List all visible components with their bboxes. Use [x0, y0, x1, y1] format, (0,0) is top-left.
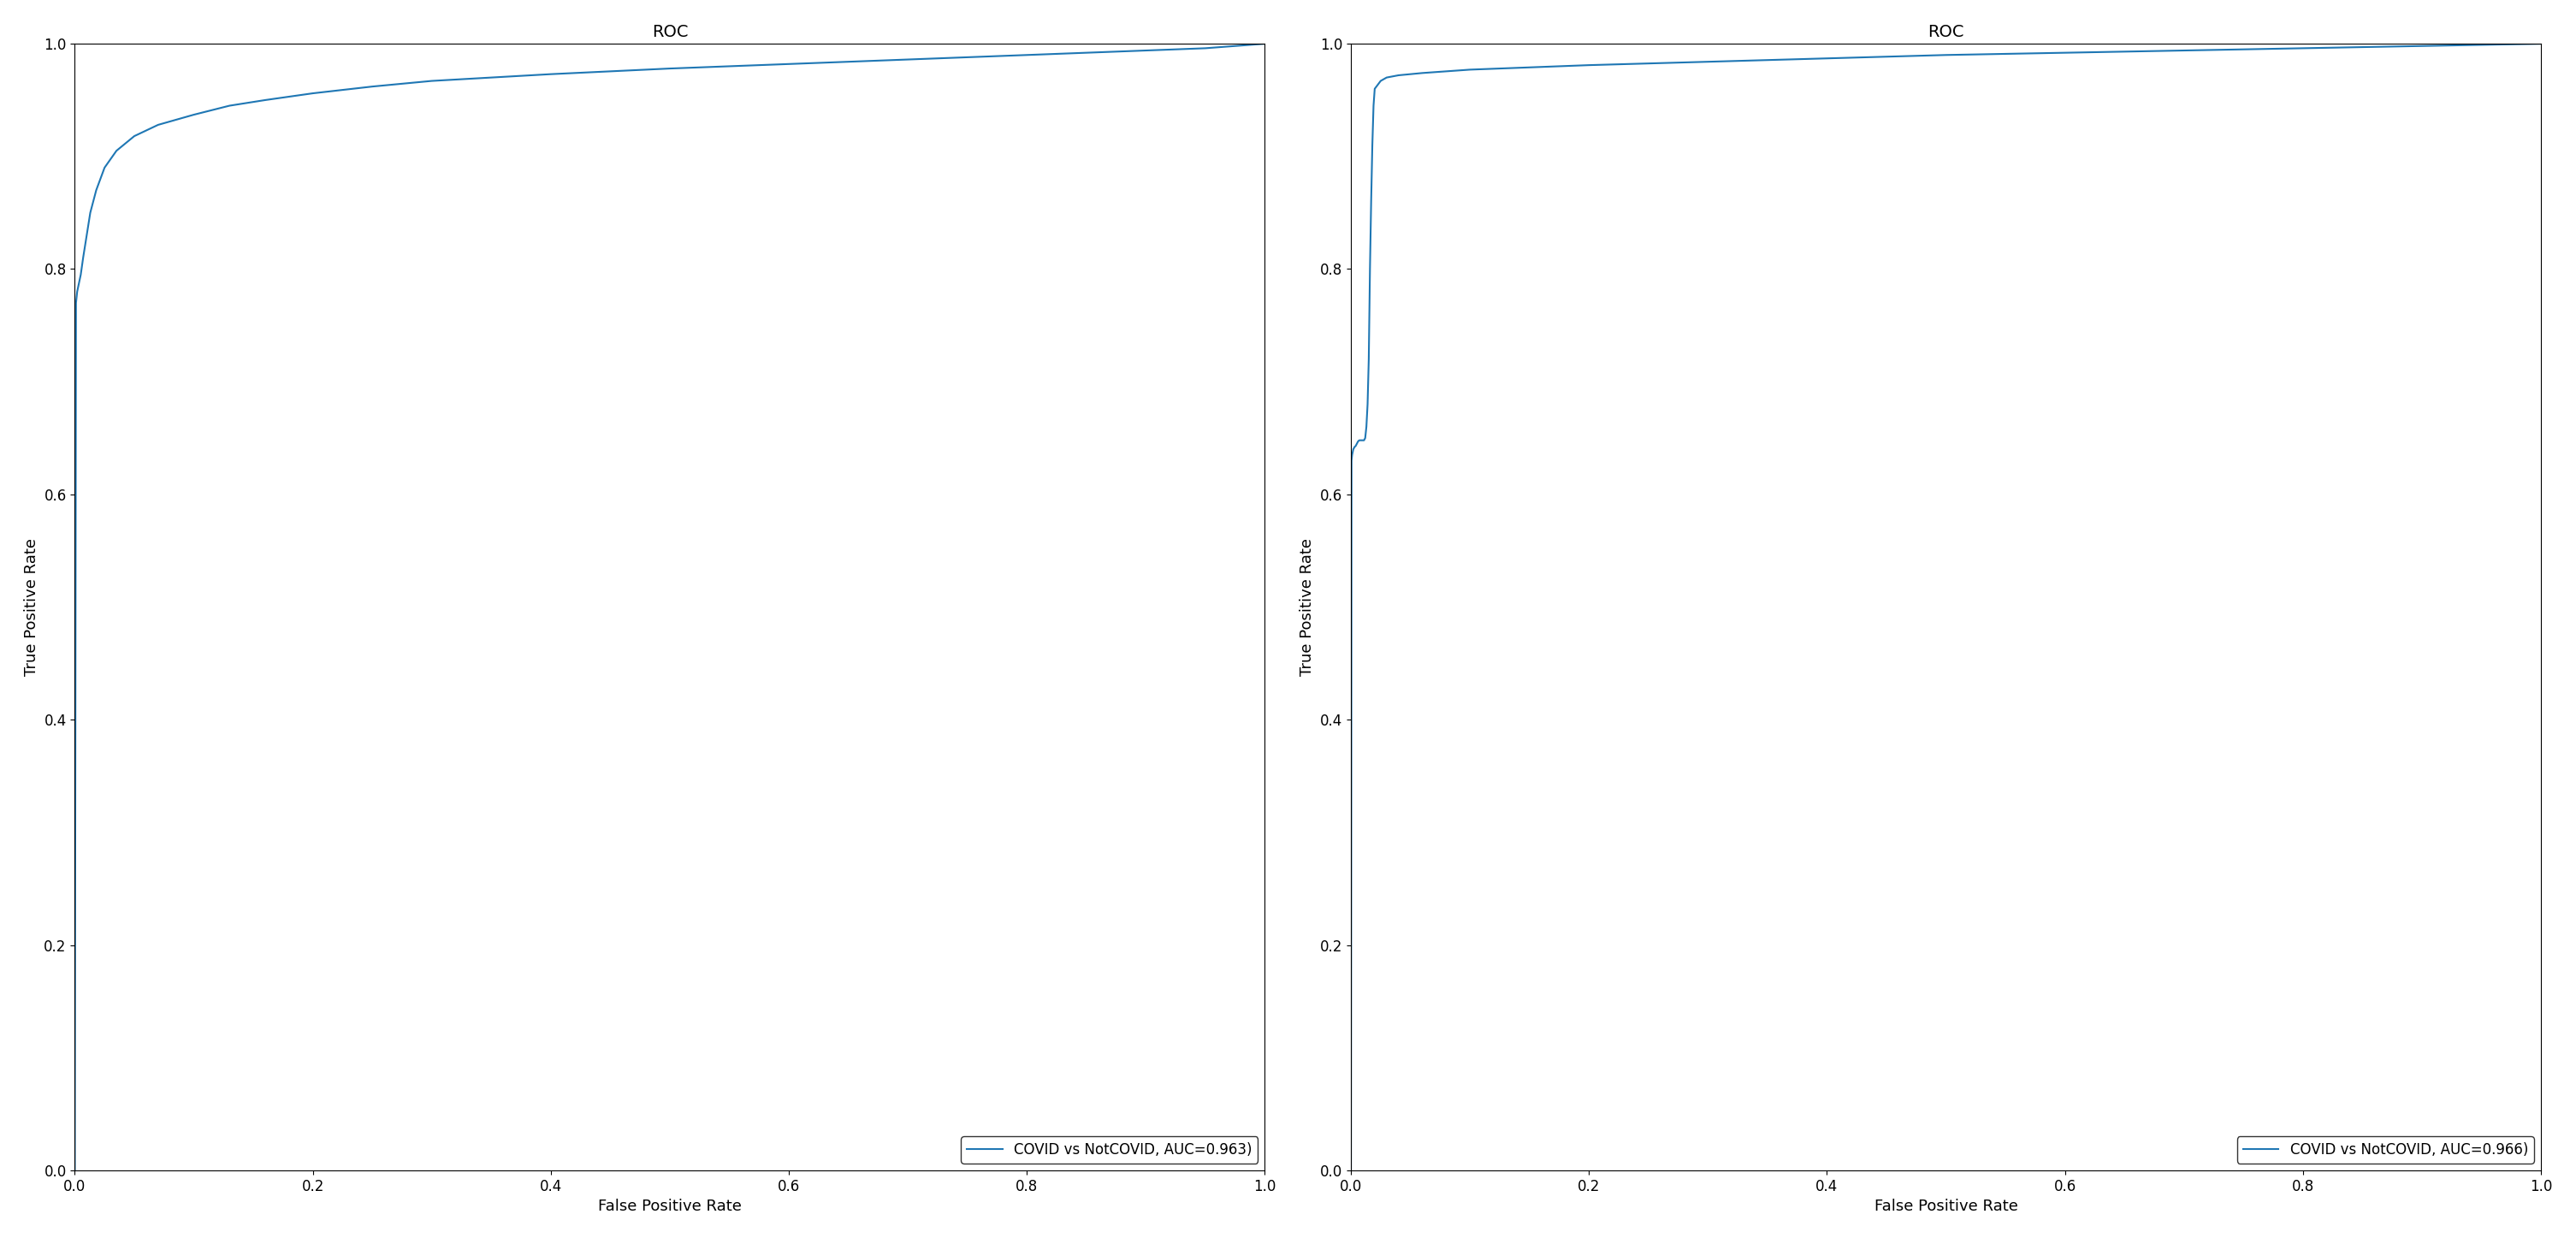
COVID vs NotCOVID, AUC=0.966) [1365, 73, 1396, 88]
COVID vs NotCOVID, AUC=0.963) [773, 57, 804, 72]
COVID vs NotCOVID, AUC=0.966) [1355, 194, 1386, 209]
COVID vs NotCOVID, AUC=0.963) [1249, 36, 1280, 51]
COVID vs NotCOVID, AUC=0.963) [100, 144, 131, 158]
Y-axis label: True Positive Rate: True Positive Rate [23, 539, 39, 676]
X-axis label: False Positive Rate: False Positive Rate [1875, 1198, 2017, 1214]
COVID vs NotCOVID, AUC=0.963) [64, 267, 95, 282]
COVID vs NotCOVID, AUC=0.963) [178, 108, 209, 123]
COVID vs NotCOVID, AUC=0.966) [1406, 66, 1437, 80]
COVID vs NotCOVID, AUC=0.966) [2524, 36, 2555, 51]
COVID vs NotCOVID, AUC=0.966) [1337, 447, 1368, 462]
COVID vs NotCOVID, AUC=0.966) [1455, 62, 1486, 77]
COVID vs NotCOVID, AUC=0.963) [1131, 43, 1162, 58]
X-axis label: False Positive Rate: False Positive Rate [598, 1198, 742, 1214]
COVID vs NotCOVID, AUC=0.963) [417, 73, 448, 88]
COVID vs NotCOVID, AUC=0.966) [2169, 43, 2200, 58]
COVID vs NotCOVID, AUC=0.966) [1358, 137, 1388, 152]
COVID vs NotCOVID, AUC=0.966) [1350, 431, 1381, 446]
COVID vs NotCOVID, AUC=0.966) [1383, 68, 1414, 83]
COVID vs NotCOVID, AUC=0.966) [2287, 41, 2318, 56]
COVID vs NotCOVID, AUC=0.963) [358, 79, 389, 94]
COVID vs NotCOVID, AUC=0.963) [118, 129, 149, 144]
COVID vs NotCOVID, AUC=0.966) [1355, 261, 1386, 276]
COVID vs NotCOVID, AUC=0.963) [90, 160, 121, 175]
COVID vs NotCOVID, AUC=0.966) [1334, 1162, 1365, 1177]
COVID vs NotCOVID, AUC=0.966) [1350, 420, 1381, 435]
COVID vs NotCOVID, AUC=0.963) [59, 1162, 90, 1177]
COVID vs NotCOVID, AUC=0.963) [75, 206, 106, 220]
COVID vs NotCOVID, AUC=0.966) [1340, 438, 1370, 453]
COVID vs NotCOVID, AUC=0.966) [1574, 58, 1605, 73]
COVID vs NotCOVID, AUC=0.966) [1811, 51, 1842, 66]
COVID vs NotCOVID, AUC=0.963) [59, 296, 90, 311]
Line: COVID vs NotCOVID, AUC=0.963): COVID vs NotCOVID, AUC=0.963) [75, 43, 1265, 1170]
COVID vs NotCOVID, AUC=0.966) [1337, 453, 1368, 468]
COVID vs NotCOVID, AUC=0.966) [1342, 435, 1373, 449]
COVID vs NotCOVID, AUC=0.966) [1345, 433, 1376, 448]
COVID vs NotCOVID, AUC=0.966) [1347, 433, 1378, 448]
Title: ROC: ROC [1927, 24, 1963, 40]
COVID vs NotCOVID, AUC=0.966) [2406, 38, 2437, 53]
COVID vs NotCOVID, AUC=0.963) [142, 118, 173, 132]
COVID vs NotCOVID, AUC=0.966) [1692, 54, 1723, 69]
COVID vs NotCOVID, AUC=0.966) [1347, 433, 1378, 448]
Legend: COVID vs NotCOVID, AUC=0.963): COVID vs NotCOVID, AUC=0.963) [961, 1136, 1257, 1164]
COVID vs NotCOVID, AUC=0.963) [1190, 41, 1221, 56]
COVID vs NotCOVID, AUC=0.966) [1370, 71, 1401, 85]
COVID vs NotCOVID, AUC=0.966) [1358, 98, 1388, 113]
COVID vs NotCOVID, AUC=0.963) [536, 67, 567, 82]
COVID vs NotCOVID, AUC=0.963) [80, 183, 111, 198]
COVID vs NotCOVID, AUC=0.966) [1352, 397, 1383, 412]
COVID vs NotCOVID, AUC=0.966) [1352, 352, 1383, 366]
COVID vs NotCOVID, AUC=0.963) [250, 93, 281, 108]
Line: COVID vs NotCOVID, AUC=0.966): COVID vs NotCOVID, AUC=0.966) [1350, 43, 2540, 1170]
COVID vs NotCOVID, AUC=0.963) [67, 250, 98, 265]
COVID vs NotCOVID, AUC=0.966) [1929, 47, 1960, 62]
COVID vs NotCOVID, AUC=0.966) [2050, 46, 2081, 61]
COVID vs NotCOVID, AUC=0.963) [654, 61, 685, 76]
COVID vs NotCOVID, AUC=0.966) [1337, 442, 1368, 457]
COVID vs NotCOVID, AUC=0.963) [72, 228, 103, 243]
Y-axis label: True Positive Rate: True Positive Rate [1301, 539, 1316, 676]
COVID vs NotCOVID, AUC=0.963) [296, 85, 327, 100]
COVID vs NotCOVID, AUC=0.966) [1360, 82, 1391, 97]
Legend: COVID vs NotCOVID, AUC=0.966): COVID vs NotCOVID, AUC=0.966) [2236, 1136, 2535, 1164]
Title: ROC: ROC [652, 24, 688, 40]
COVID vs NotCOVID, AUC=0.963) [62, 285, 93, 300]
COVID vs NotCOVID, AUC=0.963) [1012, 47, 1043, 62]
COVID vs NotCOVID, AUC=0.963) [214, 98, 245, 113]
COVID vs NotCOVID, AUC=0.966) [1345, 433, 1376, 448]
COVID vs NotCOVID, AUC=0.966) [1342, 436, 1373, 451]
COVID vs NotCOVID, AUC=0.966) [1350, 433, 1381, 448]
COVID vs NotCOVID, AUC=0.963) [891, 52, 922, 67]
COVID vs NotCOVID, AUC=0.963) [62, 279, 93, 293]
COVID vs NotCOVID, AUC=0.966) [1340, 439, 1370, 454]
